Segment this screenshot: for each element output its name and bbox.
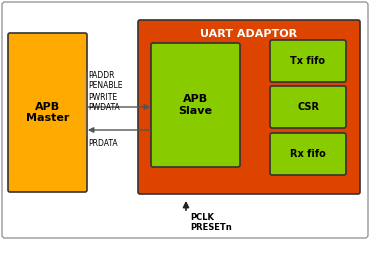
Text: PWDATA: PWDATA	[88, 104, 120, 112]
FancyBboxPatch shape	[270, 40, 346, 82]
Text: PWRITE: PWRITE	[88, 92, 117, 102]
Text: APB
Slave: APB Slave	[178, 94, 212, 116]
FancyBboxPatch shape	[270, 133, 346, 175]
Text: PADDR: PADDR	[88, 70, 114, 80]
Text: PENABLE: PENABLE	[88, 82, 122, 90]
Text: APB
Master: APB Master	[26, 102, 69, 123]
Text: UART ADAPTOR: UART ADAPTOR	[201, 29, 297, 39]
FancyBboxPatch shape	[2, 2, 368, 238]
Text: Rx fifo: Rx fifo	[290, 149, 326, 159]
Text: PRESETn: PRESETn	[190, 222, 232, 232]
Text: CSR: CSR	[297, 102, 319, 112]
FancyBboxPatch shape	[151, 43, 240, 167]
Text: Tx fifo: Tx fifo	[290, 56, 326, 66]
FancyBboxPatch shape	[270, 86, 346, 128]
Text: PRDATA: PRDATA	[88, 139, 118, 147]
FancyBboxPatch shape	[8, 33, 87, 192]
Text: PCLK: PCLK	[190, 213, 214, 222]
FancyBboxPatch shape	[138, 20, 360, 194]
